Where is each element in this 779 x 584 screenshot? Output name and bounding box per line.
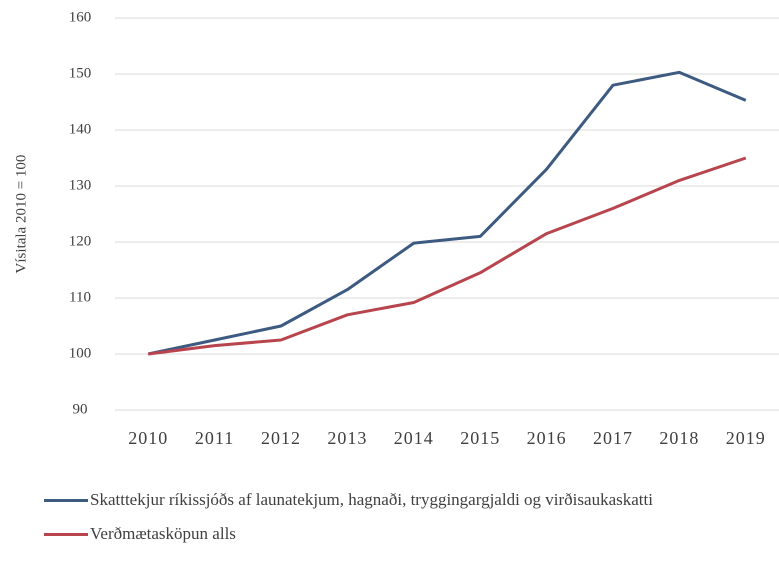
x-tick-label: 2017 [593,428,633,448]
x-tick-label: 2018 [659,428,699,448]
series-line [148,156,747,356]
x-tick-label: 2010 [128,428,168,448]
y-tick-label: 120 [69,233,92,249]
series-line [147,70,747,356]
y-tick-label: 150 [69,65,92,81]
legend-item: Skatttekjur ríkissjóðs af launatekjum, h… [44,488,744,512]
x-tick-label: 2012 [261,428,301,448]
y-tick-label: 100 [69,345,92,361]
legend-label: Skatttekjur ríkissjóðs af launatekjum, h… [90,490,653,509]
x-tick-label: 2019 [726,428,766,448]
x-tick-label: 2014 [394,428,434,448]
x-tick-label: 2013 [327,428,367,448]
x-tick-label: 2016 [527,428,567,448]
x-tick-label: 2015 [460,428,500,448]
x-tick-label: 2011 [195,428,234,448]
y-tick-label: 90 [73,401,88,417]
y-tick-label: 110 [69,289,91,305]
legend-label: Verðmætasköpun alls [90,524,236,543]
y-tick-label: 160 [69,9,92,25]
y-tick-label: 130 [69,177,92,193]
legend-swatch [44,499,88,502]
legend-swatch [44,533,88,536]
y-axis-title: Vísitala 2010 = 100 [13,155,29,274]
y-tick-label: 140 [69,121,92,137]
legend-item: Verðmætasköpun alls [44,522,744,546]
chart: Vísitala 2010 = 100 90 100 110 120 130 140 150… [13,9,779,448]
legend: Skatttekjur ríkissjóðs af launatekjum, h… [44,488,744,556]
